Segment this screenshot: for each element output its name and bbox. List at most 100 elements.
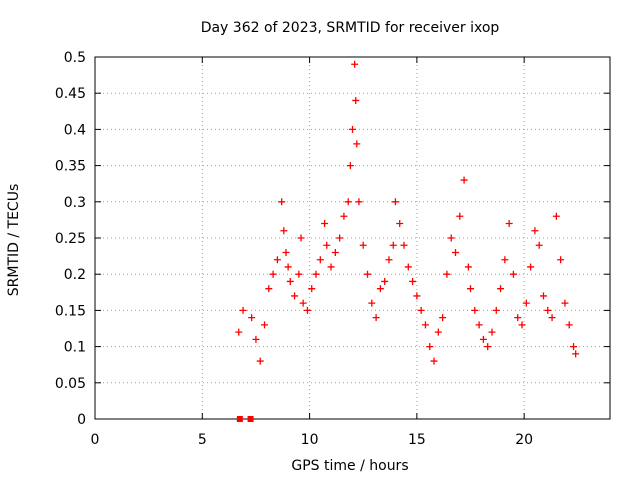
y-tick-label: 0.45 <box>55 86 86 102</box>
x-tick-label: 20 <box>515 432 533 448</box>
data-point <box>291 292 299 300</box>
data-point <box>460 176 468 184</box>
y-tick-label: 0 <box>77 412 86 428</box>
y-tick-label: 0.15 <box>55 303 86 319</box>
data-point <box>323 241 331 249</box>
data-point <box>336 234 344 242</box>
data-point <box>282 248 290 256</box>
data-point <box>321 220 329 228</box>
data-point <box>364 270 372 278</box>
data-point <box>421 321 429 329</box>
data-point <box>413 292 421 300</box>
data-point <box>535 241 543 249</box>
data-point <box>352 96 360 104</box>
data-point <box>308 285 316 293</box>
data-point <box>252 335 260 343</box>
data-point <box>236 416 243 422</box>
chart-title: Day 362 of 2023, SRMTID for receiver ixo… <box>201 20 500 36</box>
x-tick-label: 15 <box>408 432 426 448</box>
data-point <box>349 125 356 133</box>
data-point <box>552 212 560 220</box>
data-point <box>303 306 311 314</box>
x-tick-label: 0 <box>91 432 100 448</box>
data-point <box>572 350 580 358</box>
y-tick-label: 0.5 <box>64 50 86 66</box>
data-point <box>464 263 472 271</box>
data-point <box>278 198 286 206</box>
data-point <box>235 328 243 336</box>
plot-frame <box>94 56 611 420</box>
data-point <box>327 263 335 271</box>
data-point <box>248 314 256 322</box>
y-tick-label: 0.2 <box>64 267 86 283</box>
data-point <box>389 241 397 249</box>
data-point <box>346 162 354 170</box>
x-tick-label: 5 <box>198 432 207 448</box>
data-point <box>312 270 320 278</box>
data-point <box>299 299 307 307</box>
data-point <box>452 248 459 256</box>
data-point <box>557 256 565 264</box>
data-point <box>331 248 339 256</box>
data-point <box>488 328 496 336</box>
data-point <box>359 241 367 249</box>
data-points <box>235 60 580 422</box>
data-point <box>497 285 505 293</box>
data-point <box>351 60 359 68</box>
data-point <box>539 292 547 300</box>
data-point <box>456 212 464 220</box>
data-point <box>297 234 305 242</box>
data-point <box>518 321 526 329</box>
data-point <box>256 357 264 365</box>
x-axis-label: GPS time / hours <box>291 458 408 474</box>
data-point <box>548 314 556 322</box>
data-point <box>355 198 363 206</box>
data-point <box>239 306 247 314</box>
data-point <box>269 270 277 278</box>
data-point <box>372 314 380 322</box>
data-point <box>391 198 399 206</box>
data-point <box>316 256 324 264</box>
y-axis-label: SRMTID / TECUs <box>6 184 22 297</box>
y-tick-label: 0.3 <box>64 195 86 211</box>
data-point <box>417 306 425 314</box>
data-point <box>439 314 447 322</box>
data-point <box>479 335 487 343</box>
data-point <box>396 220 404 228</box>
data-point <box>426 343 434 351</box>
data-point <box>376 285 384 293</box>
data-point <box>353 140 361 148</box>
data-point <box>531 227 539 235</box>
data-point <box>273 256 281 264</box>
data-point <box>404 263 412 271</box>
data-point <box>475 321 483 329</box>
data-point <box>514 314 522 322</box>
data-point <box>409 277 417 285</box>
data-point <box>261 321 269 329</box>
data-point <box>544 306 552 314</box>
data-point <box>381 277 389 285</box>
y-tick-label: 0.25 <box>55 231 86 247</box>
data-point <box>368 299 376 307</box>
y-tick-label: 0.05 <box>55 376 86 392</box>
data-point <box>340 212 348 220</box>
data-point <box>527 263 535 271</box>
data-point <box>467 285 475 293</box>
data-point <box>501 256 509 264</box>
data-point <box>565 321 573 329</box>
data-point <box>265 285 273 293</box>
data-point <box>522 299 530 307</box>
grid <box>95 57 610 419</box>
data-point <box>434 328 442 336</box>
data-point <box>443 270 451 278</box>
x-tick-label: 10 <box>301 432 319 448</box>
data-point <box>295 270 303 278</box>
data-point <box>492 306 500 314</box>
data-point <box>344 198 352 206</box>
data-point <box>400 241 408 249</box>
data-point <box>484 343 492 351</box>
data-point <box>280 227 288 235</box>
data-point <box>505 220 513 228</box>
data-point <box>430 357 438 365</box>
